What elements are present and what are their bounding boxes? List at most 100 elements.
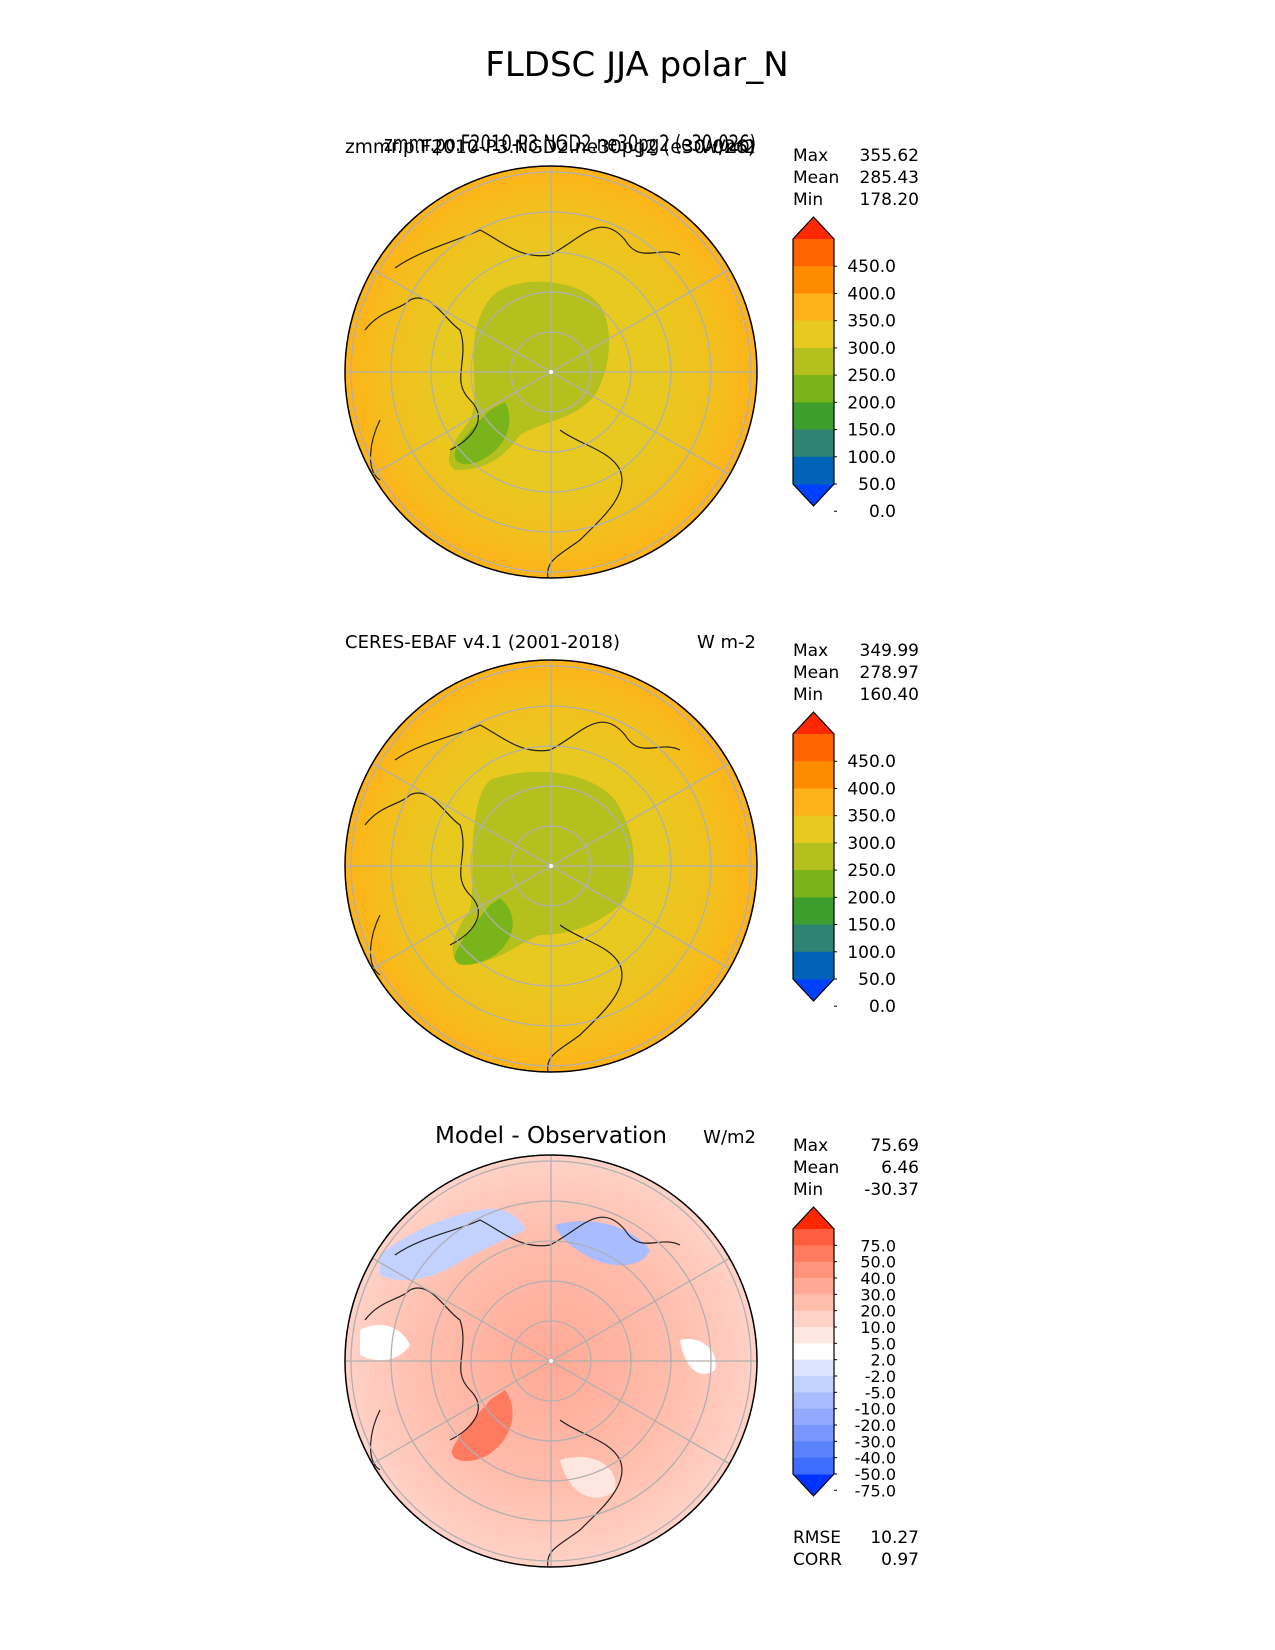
colorbar-extend-min [793,979,834,1001]
colorbar-tick-label: 30.0 [860,1285,896,1304]
colorbar-segment [793,1343,834,1361]
neutral-anomaly-region [680,1339,716,1374]
colorbar-tick-label: -5.0 [865,1383,896,1402]
colorbar-segment [793,375,834,403]
panel-model-title-overlap: zmmr.p.F2010-P3.NGD2.ne30pg2 (e30-026) [345,136,755,158]
panel-obs: CERES-EBAF v4.1 (2001-2018) W m-2 Max 34… [344,632,919,1073]
colorbar-tick-label: -30.0 [855,1432,896,1451]
colorbar-tick-label: 100.0 [847,943,896,963]
coastline [364,721,681,1072]
stat-label: Max [793,641,828,661]
colorbar-segment [793,1359,834,1377]
colorbar-segment [793,1261,834,1279]
colorbar-segment [793,402,834,431]
colorbar-segment [793,761,834,789]
colorbar-tick-label: 300.0 [847,834,896,854]
colorbar-segment [793,1245,834,1263]
colorbar-tick-label: 0.0 [869,997,896,1017]
stat-label: Max [793,146,828,166]
colorbar-segment [793,1425,834,1442]
positive-anomaly-region [451,1390,513,1462]
panel-diff: Model - Observation W/m2 [344,1123,919,1570]
panel-diff-colorbar: 75.050.040.030.020.010.05.02.0-2.0-5.0-1… [792,1206,896,1500]
panel-model: zmmr.p.F2010-P3.NGD2.ne30pg2 (e30-026) z… [344,132,919,579]
stat-value: 278.97 [860,663,919,683]
colorbar-tick-label: 450.0 [847,752,896,772]
colorbar-tick-label: 150.0 [847,916,896,936]
colorbar-extend-min [793,484,834,506]
colorbar-tick-label: 100.0 [847,448,896,468]
colorbar-outline [792,711,835,1002]
panel-obs-map-border [344,659,758,1073]
panel-obs-units: W m-2 [697,632,756,653]
colorbar-segment [793,1376,834,1393]
colorbar-tick-label: 40.0 [860,1269,896,1288]
colorbar-segment [793,1457,834,1475]
figure-title: FLDSC JJA polar_N [485,45,788,85]
colorbar-tick-label: 400.0 [847,779,896,799]
north-pole-marker [549,1359,553,1363]
metric-label: CORR [793,1550,842,1570]
panel-diff-stats: Max 75.69 Mean 6.46 Min -30.37 [793,1136,919,1200]
colorbar-segment [793,815,834,844]
stat-label: Mean [793,168,839,188]
stat-value: 349.99 [860,641,919,661]
colorbar-extend-min [793,1474,834,1496]
colorbar-tick-label: -50.0 [855,1465,896,1484]
colorbar-tick-label: 10.0 [860,1318,896,1337]
negative-anomaly-region [380,1208,525,1281]
colorbar-tick-label: 300.0 [847,339,896,359]
colorbar-tick-label: 0.0 [869,502,896,522]
colorbar-tick-label: 450.0 [847,257,896,277]
colorbar-tick-label: 5.0 [871,1334,896,1353]
metric-value: 10.27 [870,1528,919,1548]
panel-diff-title: Model - Observation [435,1123,667,1149]
stat-label: Mean [793,663,839,683]
colorbar-segment [793,734,834,762]
colorbar-segment [793,788,834,817]
colorbar-segment [793,1441,834,1459]
panel-obs-stats: Max 349.99 Mean 278.97 Min 160.40 [793,641,919,705]
colorbar-extend-max [793,712,834,734]
colorbar-tick-label: 2.0 [871,1351,896,1370]
panel-model-title: zmmr.po.F2010-P3.NGD2.ne30pg2 (e30-026) [384,132,756,157]
colorbar-segment [793,429,834,458]
colorbar-segment [793,266,834,294]
colorbar-tick-label: 50.0 [858,970,896,990]
stat-value: 6.46 [881,1158,919,1178]
colorbar-tick-label: -20.0 [855,1416,896,1435]
stat-value: 75.69 [870,1136,919,1156]
colorbar-extend-max [793,1207,834,1229]
colorbar-segment [793,320,834,349]
colorbar-tick-label: 250.0 [847,861,896,881]
colorbar-segment [793,1392,834,1410]
neutral-anomaly-region [560,1456,616,1498]
panel-model-stats: Max 355.62 Mean 285.43 Min 178.20 [793,146,919,210]
colorbar-tick-label: -75.0 [855,1481,896,1500]
metric-value: 0.97 [881,1550,919,1570]
stat-label: Mean [793,1158,839,1178]
colorbar-tick-label: 50.0 [860,1253,896,1272]
stat-value: 285.43 [860,168,919,188]
colorbar-outline [792,1206,835,1497]
coastline [364,1216,681,1567]
stat-value: 178.20 [860,190,919,210]
stat-value: 160.40 [860,685,919,705]
greenland-region [454,402,510,465]
colorbar-tick-label: 250.0 [847,366,896,386]
panel-diff-map-border [344,1154,758,1568]
colorbar-segment [793,870,834,898]
north-pole-marker [549,370,553,374]
colorbar-segment [793,1327,834,1344]
colorbar-tick-label: 350.0 [847,312,896,332]
coastline [364,226,681,578]
colorbar-segment [793,842,834,871]
stat-label: Min [793,1180,823,1200]
colorbar-segment [793,293,834,322]
colorbar-tick-label: 350.0 [847,807,896,827]
neutral-anomaly-region [360,1325,410,1361]
colorbar-segment [793,924,834,953]
stat-label: Min [793,685,823,705]
colorbar-segment [793,1408,834,1426]
